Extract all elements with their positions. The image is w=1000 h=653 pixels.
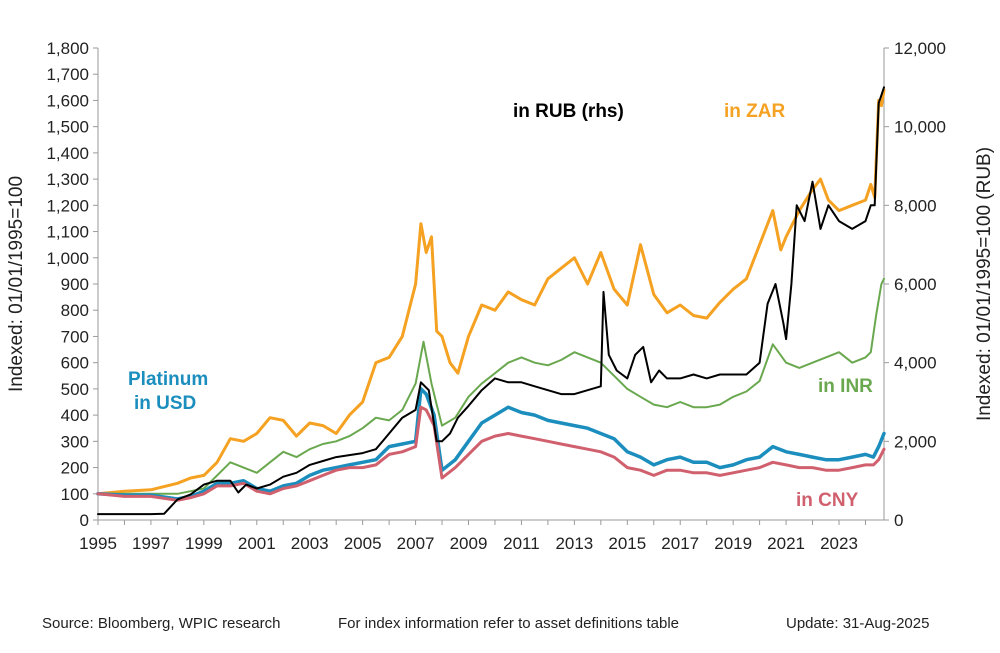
series-line-in-cny — [96, 405, 886, 502]
x-tick-label: 2009 — [450, 534, 488, 553]
y-tick-label: 100 — [61, 485, 89, 504]
x-tick-label: 2001 — [238, 534, 276, 553]
axes: 0 100 200 300 400 500 600 700 800 900 1,000 1,100 1,… — [6, 39, 995, 553]
x-tick-label: 2013 — [555, 534, 593, 553]
y-tick-label: 1,300 — [46, 170, 89, 189]
y-tick-label: 1,400 — [46, 144, 89, 163]
series-label-platinum-in-usd: Platinum — [128, 369, 208, 390]
y2-tick-label: 8,000 — [894, 196, 937, 215]
y-tick-label: 1,100 — [46, 223, 89, 242]
y-tick-label: 1,500 — [46, 118, 89, 137]
x-tick-label: 2019 — [714, 534, 752, 553]
y-tick-label: 0 — [80, 511, 89, 530]
series-line-in-inr — [97, 277, 885, 495]
series-label-platinum-in-usd: in USD — [134, 393, 196, 414]
x-tick-label: 2005 — [344, 534, 382, 553]
y-tick-label: 1,600 — [46, 91, 89, 110]
series-label-in-inr: in INR — [818, 376, 873, 397]
series-line-in-rub-rhs- — [97, 86, 885, 516]
x-tick-label: 2017 — [661, 534, 699, 553]
series-labels: in ZAR in INR Platinum in USD in CNY in RUB (… — [128, 101, 873, 511]
x-tick-label: 2007 — [397, 534, 435, 553]
y-tick-label: 1,000 — [46, 249, 89, 268]
x-tick-label: 1999 — [185, 534, 223, 553]
series-label-in-cny: in CNY — [796, 490, 859, 511]
x-tick-label: 1995 — [79, 534, 117, 553]
series-label-in-rub-rhs-: in RUB (rhs) — [513, 101, 624, 122]
y2-tick-label: 10,000 — [894, 118, 946, 137]
x-tick-label: 2003 — [291, 534, 329, 553]
index-info-note: For index information refer to asset def… — [338, 615, 680, 632]
series-line-in-zar — [96, 88, 886, 496]
y-tick-label: 800 — [61, 301, 89, 320]
y2-axis-title: Indexed: 01/01/1995=100 (RUB) — [974, 147, 995, 421]
y-tick-label: 1,200 — [46, 196, 89, 215]
y-tick-label: 900 — [61, 275, 89, 294]
y-axis-title: Indexed: 01/01/1995=100 — [6, 176, 27, 392]
y-tick-label: 300 — [61, 432, 89, 451]
x-tick-label: 2021 — [767, 534, 805, 553]
y-tick-label: 1,800 — [46, 39, 89, 58]
x-tick-label: 1997 — [132, 534, 170, 553]
y2-tick-label: 4,000 — [894, 354, 937, 373]
y2-tick-label: 2,000 — [894, 432, 937, 451]
y2-tick-label: 6,000 — [894, 275, 937, 294]
y-tick-label: 500 — [61, 380, 89, 399]
series-lines — [96, 86, 886, 516]
y-tick-label: 200 — [61, 459, 89, 478]
series-label-in-zar: in ZAR — [724, 101, 785, 122]
y2-tick-label: 12,000 — [894, 39, 946, 58]
series-line-platinum-in-usd — [96, 387, 886, 501]
source-note: Source: Bloomberg, WPIC research — [42, 615, 281, 632]
x-tick-label: 2015 — [608, 534, 646, 553]
y-tick-label: 600 — [61, 354, 89, 373]
y-tick-label: 1,700 — [46, 65, 89, 84]
x-tick-label: 2023 — [820, 534, 858, 553]
chart: 0 100 200 300 400 500 600 700 800 900 1,000 1,100 1,… — [6, 39, 995, 553]
x-tick-label: 2011 — [503, 534, 540, 553]
y-tick-label: 400 — [61, 406, 89, 425]
update-date: Update: 31-Aug-2025 — [786, 615, 930, 632]
y2-tick-label: 0 — [894, 511, 903, 530]
y-tick-label: 700 — [61, 327, 89, 346]
